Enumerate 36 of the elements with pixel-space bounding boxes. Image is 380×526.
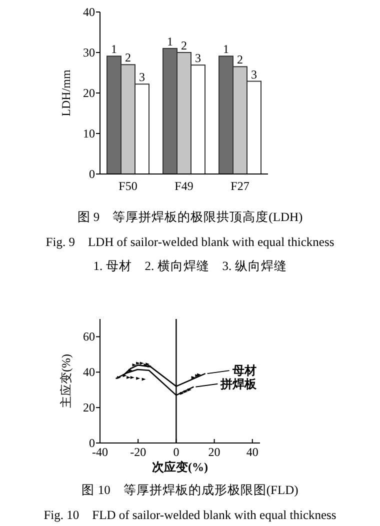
text: Fig. 9 LDH of sailor-welded blank with equal thickness (46, 235, 334, 249)
y-tick-label: 20 (83, 400, 95, 415)
text: 2 (237, 52, 243, 67)
text: 3 (195, 51, 201, 66)
y-axis-title: LDH/mm (59, 69, 73, 116)
text: 1 (223, 42, 229, 56)
x-axis-title: 次应变(%) (152, 460, 208, 474)
text: 1. 母材 2. 横向焊缝 3. 纵向焊缝 (93, 259, 287, 273)
text: 图 10 等厚拼焊板的成形极限图(FLD) (82, 483, 298, 497)
y-tick-label: 30 (83, 46, 95, 60)
x-tick-label: 20 (208, 445, 220, 459)
text: 3 (251, 67, 257, 82)
y-tick-label: 10 (83, 126, 95, 140)
x-tick-label: -20 (130, 445, 146, 459)
y-tick-label: 20 (83, 86, 95, 100)
legend-label: 拼焊板 (220, 376, 258, 391)
x-tick-label: F50 (118, 179, 138, 193)
y-tick-label: 40 (83, 5, 95, 19)
text: Fig. 10 FLD of sailor-welded blank with equal thickness (44, 508, 336, 522)
x-tick-label: -40 (92, 445, 108, 459)
x-tick-label: 40 (246, 445, 258, 459)
x-tick-label: F27 (230, 179, 250, 193)
text: 图 9 等厚拼焊板的极限拱顶高度(LDH) (77, 209, 303, 224)
x-tick-label: F49 (174, 179, 194, 193)
legend-label: 母材 (231, 364, 256, 378)
x-tick-label: 0 (173, 445, 180, 459)
y-tick-label: 40 (83, 365, 95, 380)
y-tick-label: 0 (89, 167, 95, 181)
y-tick-label: 0 (89, 436, 95, 450)
series-label: 1 (111, 42, 117, 56)
text: 2 (181, 38, 187, 52)
series-label: 2 (125, 50, 131, 65)
y-tick-label: 60 (83, 330, 95, 344)
series-label: 3 (139, 70, 145, 84)
y-axis-title: 主应变(%) (59, 354, 73, 408)
text: 1 (167, 34, 173, 48)
